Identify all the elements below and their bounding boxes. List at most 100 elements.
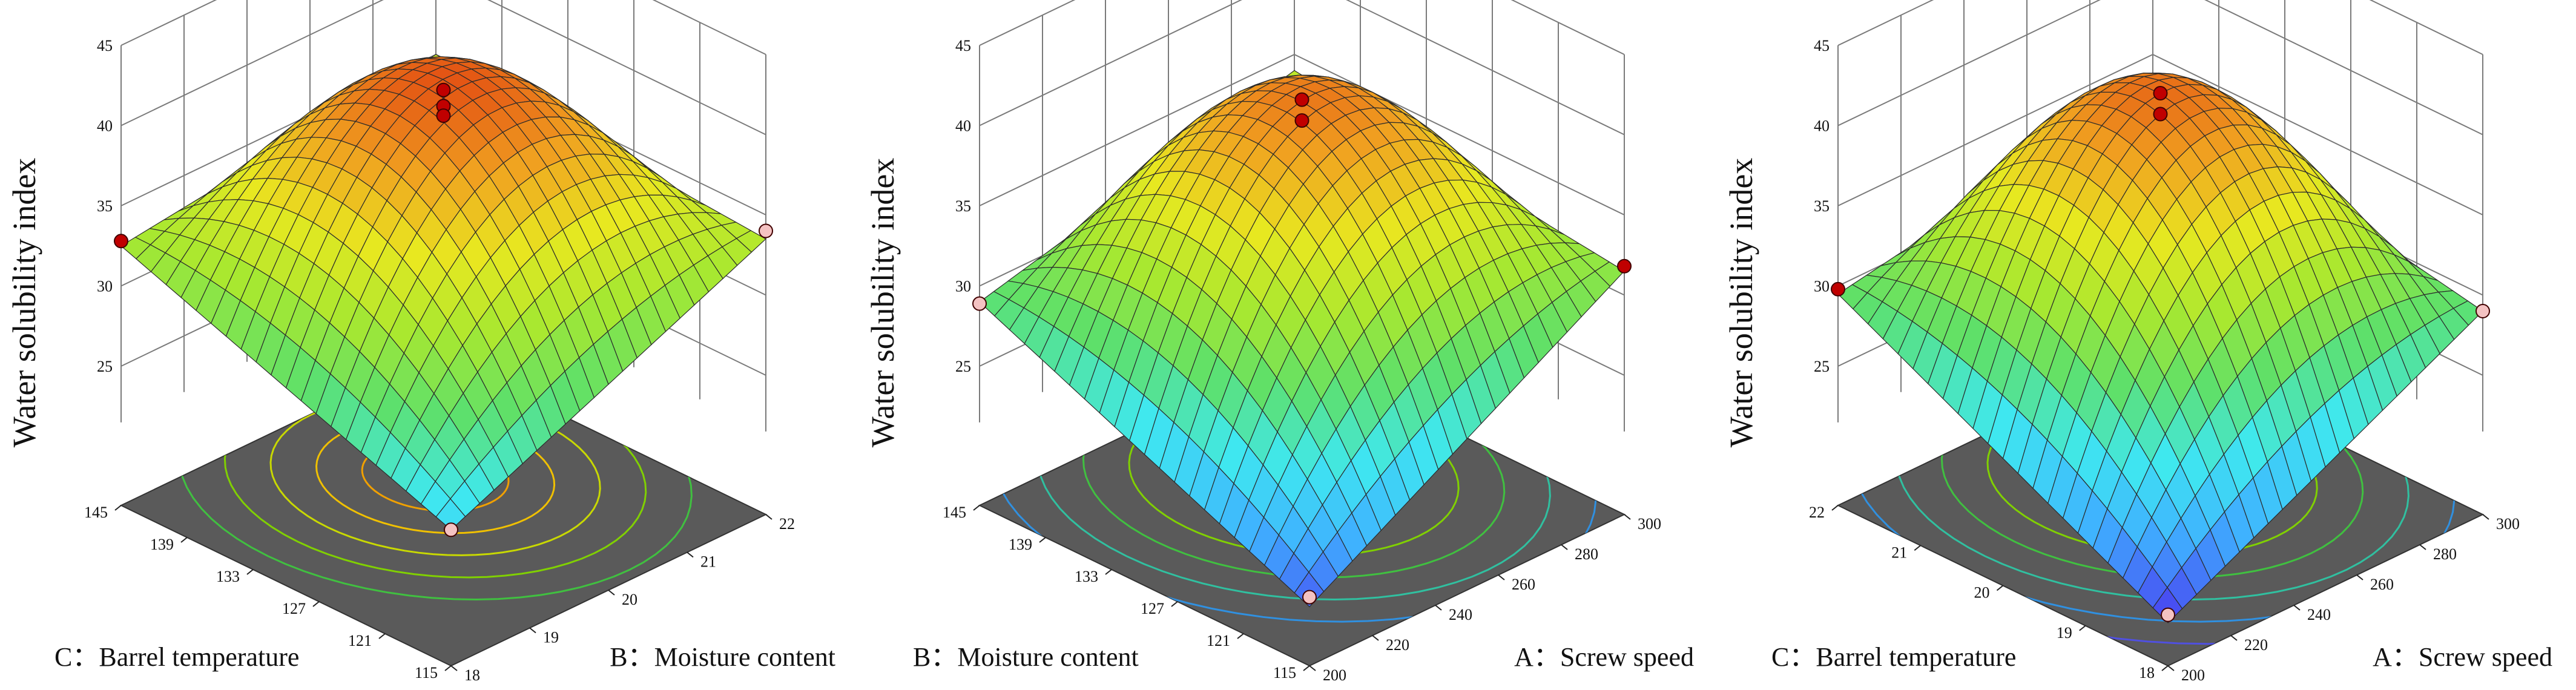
y-tick-label: 200 <box>2181 666 2205 684</box>
y-tick-mark <box>1309 665 1316 671</box>
x-tick-mark <box>1831 505 1839 511</box>
x-tick-mark <box>1237 633 1244 639</box>
z-axis-title: Water solubility index <box>865 158 901 448</box>
z-tick-label: 25 <box>1814 358 1830 375</box>
design-point <box>436 82 451 97</box>
z-tick-label: 30 <box>97 278 113 295</box>
y-tick-label: 240 <box>1449 606 1472 623</box>
surface-panel-2: 25 30 35 40 45 145 139 133 127 121 115 200 220 240 260… <box>858 0 1717 690</box>
x-tick-mark <box>2079 625 2086 631</box>
y-tick-mark <box>1372 635 1379 641</box>
surface-panel-3: 25 30 35 40 45 22 21 20 19 18 200 220 240 260 280 300 Wa… <box>1717 0 2575 690</box>
x-tick-label: 18 <box>2139 664 2155 682</box>
y-tick-label: 260 <box>2370 576 2394 593</box>
y-tick-label: 300 <box>1638 515 1661 533</box>
y-tick-mark <box>2356 574 2364 580</box>
z-tick-label: 25 <box>97 358 113 375</box>
y-tick-label: 220 <box>1386 636 1409 654</box>
x-tick-label: 20 <box>1974 584 1990 602</box>
x-tick-label: 127 <box>282 600 306 617</box>
design-point <box>2161 607 2175 622</box>
z-tick-label: 30 <box>955 278 971 295</box>
y-tick-mark <box>1435 605 1442 611</box>
z-axis-title: Water solubility index <box>6 158 42 448</box>
response-surface <box>1837 72 2483 623</box>
y-tick-label: 200 <box>1323 666 1346 684</box>
x-tick-label: 133 <box>1075 568 1098 585</box>
x-tick-label: 145 <box>84 504 108 521</box>
z-tick-label: 45 <box>97 37 113 54</box>
wall-grid-line <box>1837 0 2483 136</box>
x-tick-label: 115 <box>415 664 438 682</box>
y-tick-label: 19 <box>543 629 559 646</box>
wall-grid-line <box>1837 0 2483 55</box>
design-point <box>972 296 987 311</box>
design-point <box>1617 258 1632 274</box>
design-point <box>444 522 458 537</box>
response-surface <box>120 54 767 531</box>
x-tick-label: 127 <box>1141 600 1164 617</box>
y-tick-mark <box>529 627 536 634</box>
x-axis-title: C：Barrel temperature <box>1771 642 2016 672</box>
y-axis-title: A：Screw speed <box>1514 642 1694 672</box>
x-tick-mark <box>2161 665 2169 671</box>
design-point <box>759 223 773 238</box>
x-tick-mark <box>1996 585 2004 591</box>
z-tick-label: 45 <box>1814 37 1830 54</box>
x-tick-mark <box>114 505 122 511</box>
z-tick-label: 40 <box>1814 117 1830 135</box>
y-tick-label: 280 <box>1575 545 1598 563</box>
x-tick-mark <box>1171 601 1178 607</box>
design-point <box>2153 107 2168 122</box>
design-point <box>1302 590 1317 605</box>
wall-grid-line <box>120 0 766 55</box>
x-tick-label: 121 <box>348 632 372 649</box>
z-tick-label: 35 <box>1814 197 1830 215</box>
x-tick-label: 21 <box>1891 544 1907 561</box>
x-tick-label: 115 <box>1273 664 1296 682</box>
y-tick-label: 21 <box>700 553 716 571</box>
design-point <box>1831 281 1845 297</box>
z-tick-label: 40 <box>955 117 971 135</box>
surface-plot-svg: 25 30 35 40 45 145 139 133 127 121 115 200 220 240 260… <box>865 0 1694 684</box>
y-tick-label: 20 <box>622 591 637 608</box>
y-tick-mark <box>2293 605 2301 611</box>
x-tick-label: 145 <box>943 504 966 521</box>
y-tick-mark <box>2230 635 2238 641</box>
y-tick-mark <box>2167 665 2175 671</box>
wall-grid-line <box>979 0 1625 55</box>
y-tick-label: 240 <box>2307 606 2331 623</box>
wall-grid-line <box>979 53 1625 215</box>
x-tick-mark <box>246 569 254 575</box>
wall-grid-line <box>979 0 1625 136</box>
x-tick-mark <box>444 665 452 671</box>
y-tick-label: 280 <box>2433 545 2457 563</box>
x-tick-mark <box>180 537 188 543</box>
y-tick-mark <box>450 665 458 671</box>
x-tick-label: 121 <box>1207 632 1230 649</box>
z-tick-label: 40 <box>97 117 113 135</box>
x-tick-mark <box>1303 665 1310 671</box>
x-axis-title: C：Barrel temperature <box>54 642 299 672</box>
design-point <box>436 108 451 123</box>
x-tick-label: 139 <box>1009 536 1032 553</box>
response-surface <box>979 70 1625 608</box>
z-tick-label: 25 <box>955 358 971 375</box>
y-tick-label: 300 <box>2496 515 2520 533</box>
x-tick-mark <box>312 601 320 607</box>
y-tick-mark <box>1498 574 1505 580</box>
x-tick-label: 133 <box>216 568 240 585</box>
y-tick-mark <box>2419 544 2426 550</box>
design-point <box>1294 113 1309 128</box>
y-tick-mark <box>608 590 615 596</box>
design-point <box>1294 92 1309 107</box>
z-tick-label: 30 <box>1814 278 1830 295</box>
wall-grid-line <box>1837 53 2483 215</box>
y-tick-mark <box>765 514 772 520</box>
y-tick-mark <box>1561 544 1568 550</box>
y-axis-title: A：Screw speed <box>2373 642 2552 672</box>
surface-panel-1: 25 30 35 40 45 145 139 133 127 121 115 18 19 20 21 22 Wa… <box>0 0 858 690</box>
wall-grid-line <box>120 0 766 136</box>
z-axis-title: Water solubility index <box>1723 158 1759 448</box>
